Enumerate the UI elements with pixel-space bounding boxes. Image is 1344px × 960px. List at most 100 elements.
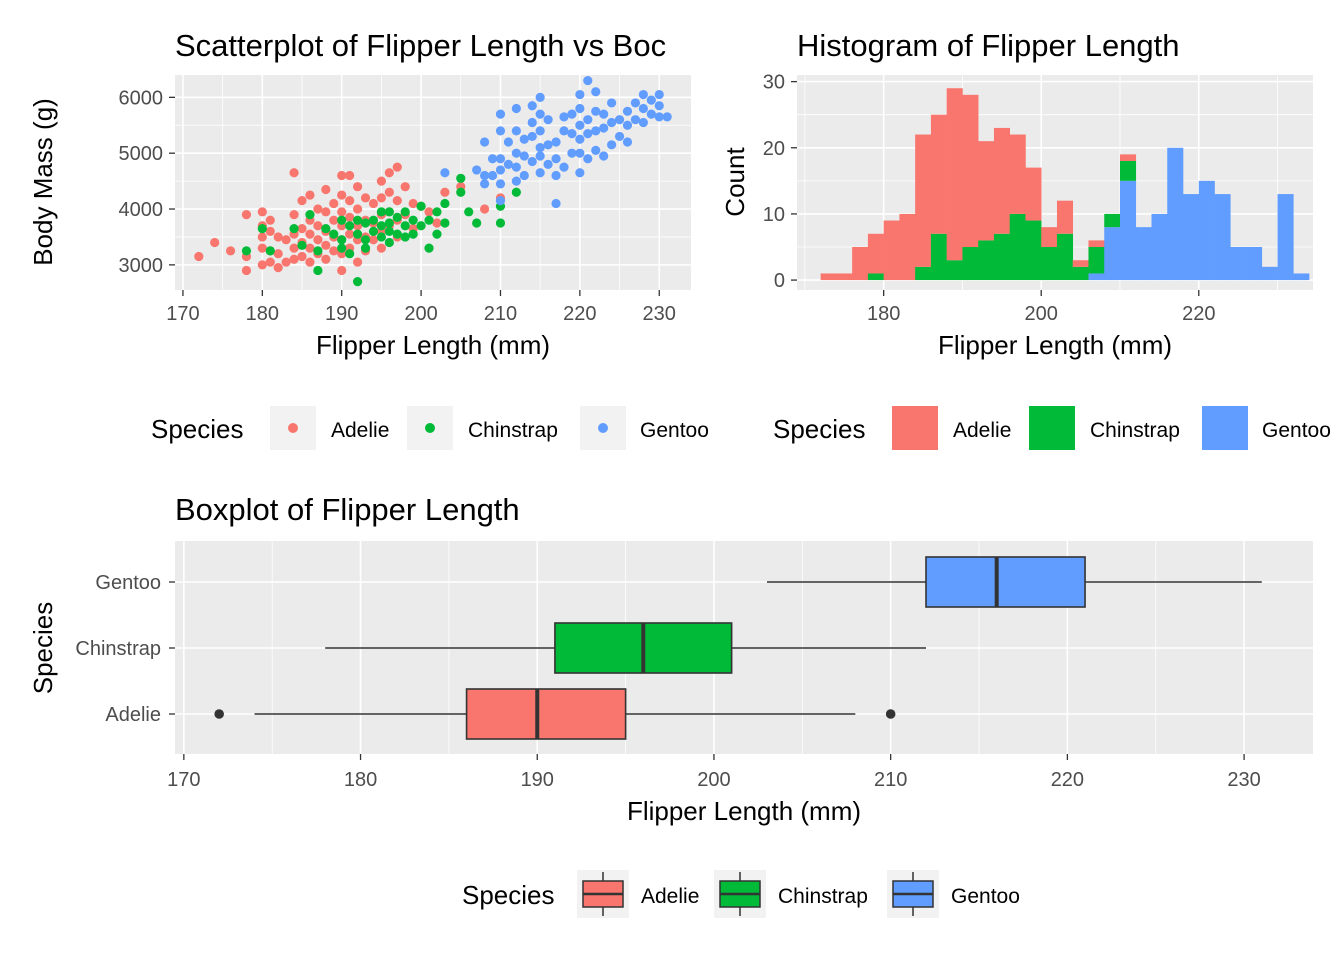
- histogram-bar-adelie: [836, 273, 853, 281]
- scatter-point-adelie: [265, 226, 275, 236]
- histogram-legend-key-gentoo: [1202, 406, 1248, 450]
- scatter-point-chinstrap: [456, 173, 466, 183]
- scatter-point-adelie: [273, 249, 283, 259]
- scatter-point-gentoo: [551, 137, 561, 147]
- scatter-point-gentoo: [575, 148, 585, 158]
- scatter-point-adelie: [281, 235, 291, 245]
- scatter-point-chinstrap: [313, 246, 323, 256]
- histogram-x-label: Flipper Length (mm): [938, 330, 1172, 360]
- histogram-bar-adelie: [1072, 260, 1089, 267]
- scatter-point-gentoo: [583, 75, 593, 86]
- scatter-point-gentoo: [527, 101, 537, 111]
- histogram-bar-adelie: [852, 247, 869, 281]
- scatter-point-adelie: [384, 168, 394, 178]
- histogram-bar-chinstrap: [1041, 247, 1058, 281]
- scatter-point-gentoo: [551, 154, 561, 164]
- scatter-point-chinstrap: [456, 187, 466, 197]
- histogram-bar-chinstrap: [1088, 247, 1105, 274]
- scatter-y-label: Body Mass (g): [28, 98, 58, 266]
- histogram-legend-key-adelie: [892, 406, 938, 450]
- boxplot-legend-label-gentoo: Gentoo: [951, 885, 1020, 908]
- scatter-x-tick-label: 230: [643, 303, 676, 325]
- scatter-point-gentoo: [575, 103, 585, 114]
- histogram-bar-adelie: [1088, 240, 1105, 247]
- scatter-point-gentoo: [495, 196, 506, 206]
- scatter-point-adelie: [424, 207, 434, 217]
- scatter-point-chinstrap: [345, 221, 355, 231]
- scatter-point-adelie: [345, 170, 355, 181]
- scatter-point-gentoo: [646, 109, 656, 119]
- scatter-legend-label-adelie: Adelie: [331, 419, 389, 442]
- histogram-chart: Histogram of Flipper Length 180 200 220 0 10…: [720, 28, 1331, 450]
- scatter-point-chinstrap: [416, 201, 426, 211]
- scatter-point-gentoo: [543, 115, 553, 125]
- boxplot-y-tick-label: Gentoo: [95, 572, 161, 594]
- scatter-point-chinstrap: [408, 229, 418, 239]
- scatter-point-adelie: [321, 207, 331, 217]
- scatter-point-chinstrap: [337, 215, 347, 225]
- scatter-point-chinstrap: [376, 232, 386, 242]
- scatter-point-chinstrap: [360, 235, 371, 245]
- histogram-bar-adelie: [946, 88, 963, 261]
- histogram-bar-chinstrap: [867, 273, 884, 281]
- histogram-bar-adelie: [915, 134, 932, 267]
- histogram-bar-gentoo: [1277, 194, 1294, 281]
- scatter-point-chinstrap: [424, 243, 434, 253]
- boxplot-legend-key-adelie: [577, 870, 629, 918]
- histogram-bar-chinstrap: [1025, 220, 1042, 281]
- scatter-point-gentoo: [654, 89, 664, 100]
- scatter-point-gentoo: [607, 117, 617, 128]
- scatter-y-tick-label: 3000: [119, 255, 164, 277]
- histogram-bar-chinstrap: [993, 233, 1011, 281]
- scatter-point-adelie: [265, 215, 275, 225]
- histogram-y-tick-label: 0: [774, 270, 785, 292]
- scatter-point-chinstrap: [432, 229, 442, 239]
- scatter-point-chinstrap: [400, 232, 410, 242]
- histogram-bar-gentoo: [1104, 227, 1121, 281]
- scatter-point-gentoo: [567, 129, 577, 139]
- scatter-point-chinstrap: [329, 229, 339, 239]
- scatter-point-gentoo: [519, 151, 529, 161]
- boxplot-boxes: [214, 556, 1262, 740]
- scatter-ticks: 170 180 190 200 210 220 230 3000 4000 5000 6000: [119, 87, 676, 325]
- scatter-point-gentoo: [591, 126, 601, 136]
- scatter-x-tick-label: 200: [404, 303, 437, 325]
- scatter-point-gentoo: [551, 170, 561, 181]
- histogram-bar-gentoo: [1230, 247, 1247, 281]
- scatter-point-adelie: [329, 215, 339, 225]
- scatter-point-chinstrap: [424, 215, 434, 225]
- histogram-x-tick-label: 180: [867, 303, 900, 325]
- scatter-point-gentoo: [511, 148, 521, 158]
- scatter-point-chinstrap: [416, 221, 426, 231]
- scatter-point-gentoo: [511, 103, 521, 114]
- scatter-point-chinstrap: [305, 210, 315, 220]
- scatter-point-gentoo: [480, 137, 490, 147]
- histogram-legend: Species Adelie Chinstrap Gentoo: [773, 406, 1331, 450]
- scatter-point-adelie: [265, 257, 275, 267]
- scatter-point-chinstrap: [440, 198, 450, 209]
- scatter-point-adelie: [194, 251, 204, 262]
- histogram-bar-chinstrap: [1009, 213, 1026, 281]
- scatter-legend: Species Adelie Chinstrap: [151, 406, 626, 450]
- boxplot-legend-title: Species: [462, 880, 555, 910]
- scatter-point-gentoo: [535, 92, 545, 102]
- scatter-point-gentoo: [495, 154, 506, 164]
- scatter-point-adelie: [273, 232, 283, 242]
- scatter-point-adelie: [297, 196, 307, 206]
- scatter-point-gentoo: [511, 126, 521, 136]
- histogram-y-tick-label: 30: [763, 72, 785, 94]
- scatter-point-adelie: [257, 232, 267, 242]
- scatter-point-chinstrap: [464, 207, 474, 217]
- histogram-bar-chinstrap: [1072, 266, 1089, 281]
- scatter-point-adelie: [337, 265, 347, 276]
- scatter-point-chinstrap: [241, 246, 252, 256]
- scatter-point-gentoo: [535, 168, 545, 178]
- scatter-point-gentoo: [646, 95, 656, 105]
- scatter-point-chinstrap: [257, 223, 267, 234]
- scatter-point-adelie: [281, 257, 291, 267]
- scatter-point-gentoo: [638, 103, 648, 114]
- scatter-point-adelie: [321, 254, 331, 264]
- scatter-point-adelie: [305, 229, 315, 239]
- histogram-y-tick-label: 20: [763, 138, 785, 160]
